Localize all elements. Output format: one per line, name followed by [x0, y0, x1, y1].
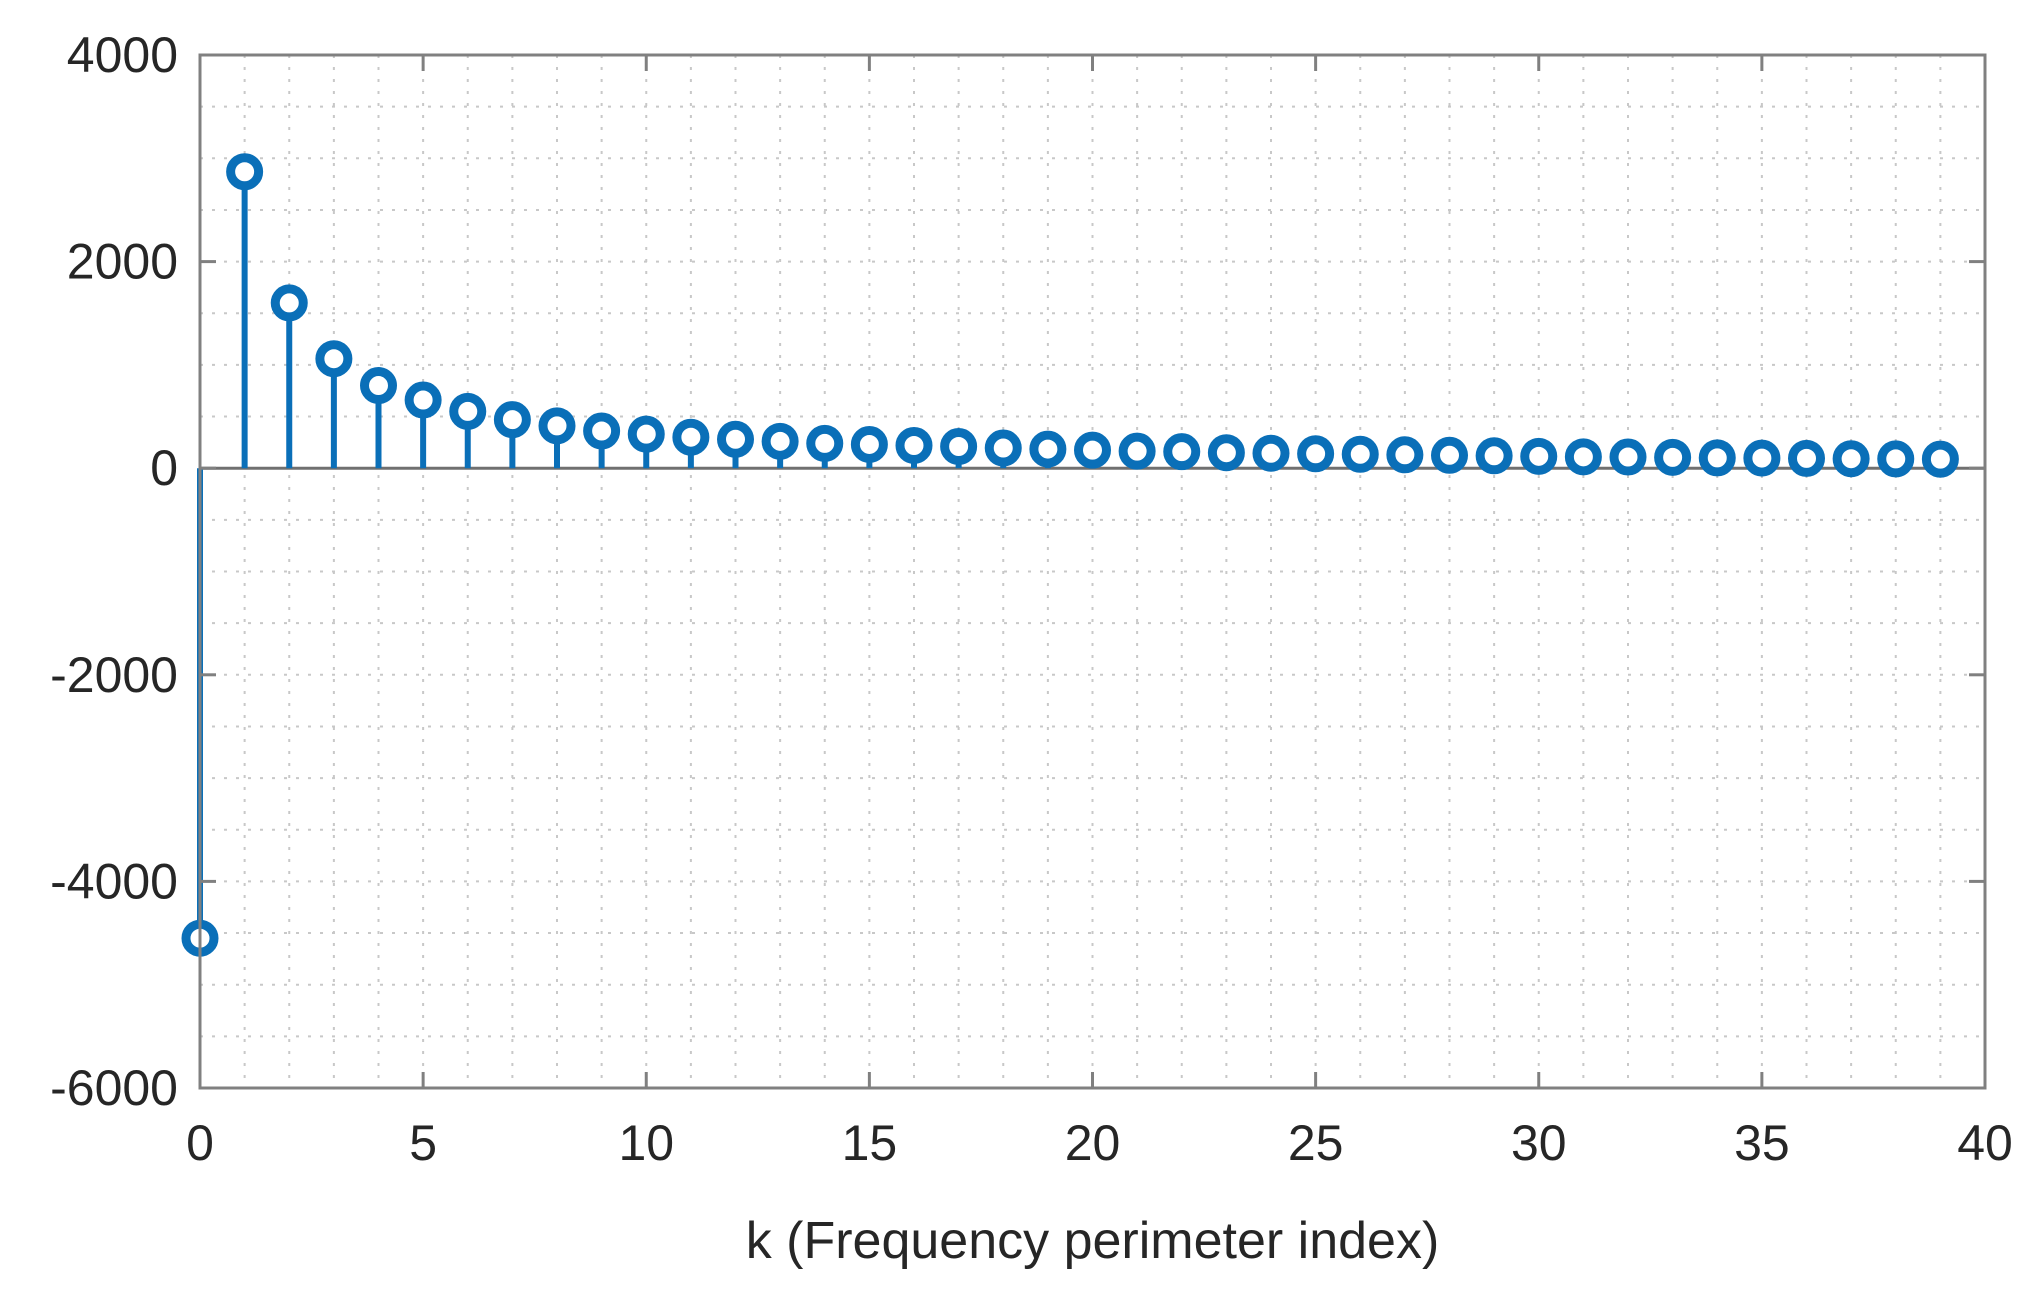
- y-tick-label: -2000: [50, 647, 178, 703]
- y-tick-label: -4000: [50, 853, 178, 909]
- marker-29: [1475, 437, 1513, 475]
- x-axis-title: k (Frequency perimeter index): [746, 1212, 1440, 1270]
- x-tick-labels: 0 5 10 15 20 25 30 35 40: [186, 1115, 2013, 1171]
- marker-9: [583, 412, 621, 450]
- marker-18: [984, 429, 1022, 467]
- x-tick-label: 25: [1288, 1115, 1344, 1171]
- marker-30: [1520, 437, 1558, 475]
- x-tick-label: 0: [186, 1115, 214, 1171]
- marker-6: [449, 392, 487, 430]
- marker-28: [1431, 436, 1468, 474]
- x-tick-label: 30: [1511, 1115, 1567, 1171]
- marker-13: [761, 422, 799, 460]
- marker-15: [850, 425, 888, 463]
- x-tick-label: 35: [1734, 1115, 1790, 1171]
- marker-8: [538, 407, 576, 445]
- marker-19: [1029, 430, 1067, 468]
- x-tick-label: 5: [409, 1115, 437, 1171]
- marker-36: [1788, 439, 1825, 477]
- markers: [181, 153, 1959, 957]
- marker-27: [1386, 436, 1424, 474]
- x-tick-label: 15: [842, 1115, 898, 1171]
- marker-23: [1207, 434, 1245, 472]
- marker-3: [315, 340, 353, 378]
- marker-7: [493, 401, 531, 439]
- marker-26: [1341, 435, 1379, 473]
- marker-2: [270, 284, 308, 322]
- marker-38: [1877, 440, 1915, 478]
- y-tick-label: -6000: [50, 1060, 178, 1116]
- marker-39: [1921, 440, 1959, 478]
- marker-16: [895, 426, 933, 464]
- marker-5: [404, 381, 442, 419]
- marker-20: [1074, 431, 1111, 469]
- marker-35: [1743, 439, 1781, 477]
- grid: [200, 55, 1985, 1088]
- y-tick-label: 4000: [67, 27, 178, 83]
- marker-1: [226, 153, 264, 191]
- marker-34: [1698, 439, 1736, 477]
- x-tick-label: 20: [1065, 1115, 1121, 1171]
- x-tick-label: 10: [618, 1115, 674, 1171]
- marker-25: [1297, 435, 1335, 473]
- marker-12: [717, 420, 754, 458]
- marker-11: [672, 418, 710, 456]
- marker-17: [940, 428, 978, 466]
- marker-32: [1609, 438, 1647, 476]
- marker-10: [627, 415, 665, 453]
- stems: [197, 171, 1944, 939]
- y-tick-label: 2000: [67, 234, 178, 290]
- x-tick-label: 40: [1957, 1115, 2013, 1171]
- marker-4: [360, 367, 397, 405]
- marker-24: [1252, 434, 1290, 472]
- marker-21: [1118, 432, 1156, 470]
- marker-33: [1654, 438, 1692, 476]
- tick-marks: [198, 53, 1987, 1090]
- marker-14: [806, 424, 844, 462]
- y-tick-label: 0: [150, 440, 178, 496]
- marker-22: [1163, 433, 1201, 471]
- y-tick-labels: 4000 2000 0 -2000 -4000 -6000: [50, 27, 178, 1116]
- marker-37: [1832, 440, 1870, 478]
- marker-31: [1564, 438, 1602, 476]
